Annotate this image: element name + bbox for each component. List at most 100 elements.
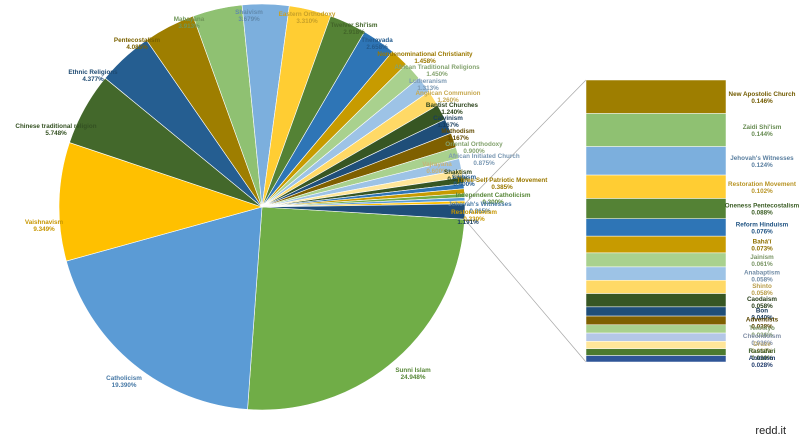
bar-segment-reform-hinduism (585, 218, 727, 237)
pie-label-pentecostalism: Pentecostalism (114, 37, 161, 44)
bar-segment-adventists (585, 315, 727, 326)
pie-label-eastern-orthodoxy: Eastern Orthodoxy (279, 11, 336, 18)
pie-value-calvinism: 1.167% (437, 122, 459, 129)
bar-label-zaidi-shi-ism: Zaidi Shi'ism (743, 124, 782, 131)
pie-label-lutheranism: Lutheranism (409, 78, 447, 85)
bar-value-tenrikyo: 0.036% (751, 332, 773, 339)
pie-label-baptist-churches: Baptist Churches (426, 102, 479, 109)
bar-segment-new-apostolic-church (585, 79, 727, 114)
detail-bar (585, 79, 727, 363)
bar-value-reform-hinduism: 0.076% (751, 228, 773, 235)
pie-value-african-traditional-religions: 1.450% (426, 71, 448, 78)
pie-value-nondenominational-christianity: 1.458% (414, 58, 436, 65)
pie-label-sunni-islam: Sunni Islam (395, 367, 431, 374)
bar-label-cheondoism: Cheondoism (743, 333, 782, 340)
pie-label-african-initiated-church: African Initiated Church (448, 153, 520, 160)
pie-slice-vaishnavism (58, 142, 264, 262)
pie-value-jehovah-s-witnesses: 0.265% (469, 208, 491, 215)
pie-value-vajrayana: 0.600% (426, 168, 448, 175)
bar-label-animism: Animism (749, 355, 776, 362)
pie-value-pentecostalism: 4.085% (126, 44, 148, 51)
pie-value-independent-catholicism: 0.300% (482, 199, 504, 206)
bar-segment-bon (585, 306, 727, 317)
watermark-text: redd.it (755, 425, 786, 437)
bar-value-anabaptism: 0.058% (751, 277, 773, 284)
pie-label-mahayana: Mahayana (174, 16, 205, 23)
bar-segment-druze (585, 341, 727, 349)
bar-value-bon: 0.040% (751, 315, 773, 322)
bar-label-jehovah-s-witnesses: Jehovah's Witnesses (730, 155, 794, 162)
pie-value-other: 1.191% (457, 219, 479, 226)
pie-label-sikhism: Sikhism (452, 174, 477, 181)
pie-value-anglican-communion: 1.260% (437, 97, 459, 104)
pie-label-three-self-patriotic-movement: Three-Self Patriotic Movement (457, 177, 549, 184)
pie-value-sunni-islam: 24.948% (401, 374, 426, 381)
pie-value-methodism: 1.167% (447, 135, 469, 142)
bar-label-rastafari: Rastafari (749, 348, 776, 355)
pie-value-african-initiated-church: 0.875% (473, 160, 495, 167)
pie-value-ethnic-religions: 4.377% (82, 76, 104, 83)
bar-label-shinto: Shinto (752, 283, 772, 290)
bar-segment-jainism (585, 252, 727, 268)
pie-label-independent-catholicism: Independent Catholicism (456, 192, 531, 199)
bar-value-caodaism: 0.058% (751, 303, 773, 310)
pie-value-restorationism: 0.230% (463, 216, 485, 223)
bar-segment-anabaptism (585, 266, 727, 281)
pie-label-theravada: Theravada (361, 37, 393, 44)
bar-segment-rastafari (585, 348, 727, 356)
bar-label-bon: Bon (756, 308, 768, 315)
pie-label-african-traditional-religions: African Traditional Religions (394, 64, 480, 71)
bar-label-new-apostolic-church: New Apostolic Church (729, 91, 796, 98)
pie-label-shaktism: Shaktism (444, 169, 472, 176)
pie-value-shaktism: 0.500% (447, 176, 469, 183)
bar-label-jainism: Jainism (750, 254, 774, 261)
bar-label-reform-hinduism: Reform Hinduism (736, 221, 789, 228)
bar-value-zaidi-shi-ism: 0.144% (751, 131, 773, 138)
pie-label-ethnic-religions: Ethnic Religions (68, 69, 118, 76)
bar-label-anabaptism: Anabaptism (744, 270, 780, 277)
bar-label-restoration-movement: Restoration Movement (728, 181, 797, 188)
bar-value-jehovah-s-witnesses: 0.124% (751, 162, 773, 169)
bar-segment-jehovah-s-witnesses (585, 146, 727, 176)
connector-line-bottom (464, 218, 587, 363)
pie-label-catholicism: Catholicism (106, 375, 142, 382)
bar-value-oneness-pentecostalism: 0.088% (751, 210, 773, 217)
pie-label-twelver-shi-ism: Twelver Shi'ism (331, 22, 378, 29)
bar-segment-shinto (585, 280, 727, 294)
pie-value-shaivism: 3.679% (238, 16, 260, 23)
pie-value-chinese-traditional-religion: 5.748% (45, 130, 67, 137)
bar-segment-zaidi-shi-ism (585, 113, 727, 147)
bar-value-restoration-movement: 0.102% (751, 188, 773, 195)
pie-value-theravada: 2.658% (366, 44, 388, 51)
pie-label-anglican-communion: Anglican Communion (415, 90, 480, 97)
pie-slice-catholicism (65, 206, 263, 410)
bar-label-tenrikyo: Tenrikyo (749, 325, 775, 332)
pie (58, 3, 466, 411)
bar-value-animism: 0.028% (751, 362, 773, 369)
pie-value-eastern-orthodoxy: 3.310% (296, 18, 318, 25)
pie-value-vaishnavism: 9.349% (33, 226, 55, 233)
pie-value-lutheranism: 1.313% (417, 85, 439, 92)
bar-label-bah: Bahá'í (753, 239, 772, 246)
bar-value-cheondoism: 0.036% (751, 340, 773, 347)
pie-label-chinese-traditional-religion: Chinese traditional religion (15, 123, 96, 130)
bar-segment-caodaism (585, 293, 727, 308)
bar-segment-oneness-pentecostalism (585, 198, 727, 219)
bar-value-adventists: 0.038% (751, 323, 773, 330)
bar-segment-bah (585, 235, 727, 254)
bar-label-caodaism: Caodaism (747, 296, 777, 303)
pie-label-vajrayana: Vajrayana (422, 161, 452, 168)
bar-value-new-apostolic-church: 0.146% (751, 98, 773, 105)
bar-label-adventists: Adventists (746, 316, 779, 323)
pie-value-three-self-patriotic-movement: 0.385% (491, 184, 513, 191)
bar-value-rastafari: 0.030% (751, 355, 773, 362)
bar-value-jainism: 0.061% (751, 261, 773, 268)
connector-line-top (464, 79, 587, 205)
bar-value-shinto: 0.058% (751, 290, 773, 297)
bar-value-druze: 0.032% (751, 348, 773, 355)
pie-label-calvinism: Calvinism (433, 115, 463, 122)
bar-label-oneness-pentecostalism: Oneness Pentecostalism (725, 203, 800, 210)
pie-value-baptist-churches: 1.240% (441, 109, 463, 116)
